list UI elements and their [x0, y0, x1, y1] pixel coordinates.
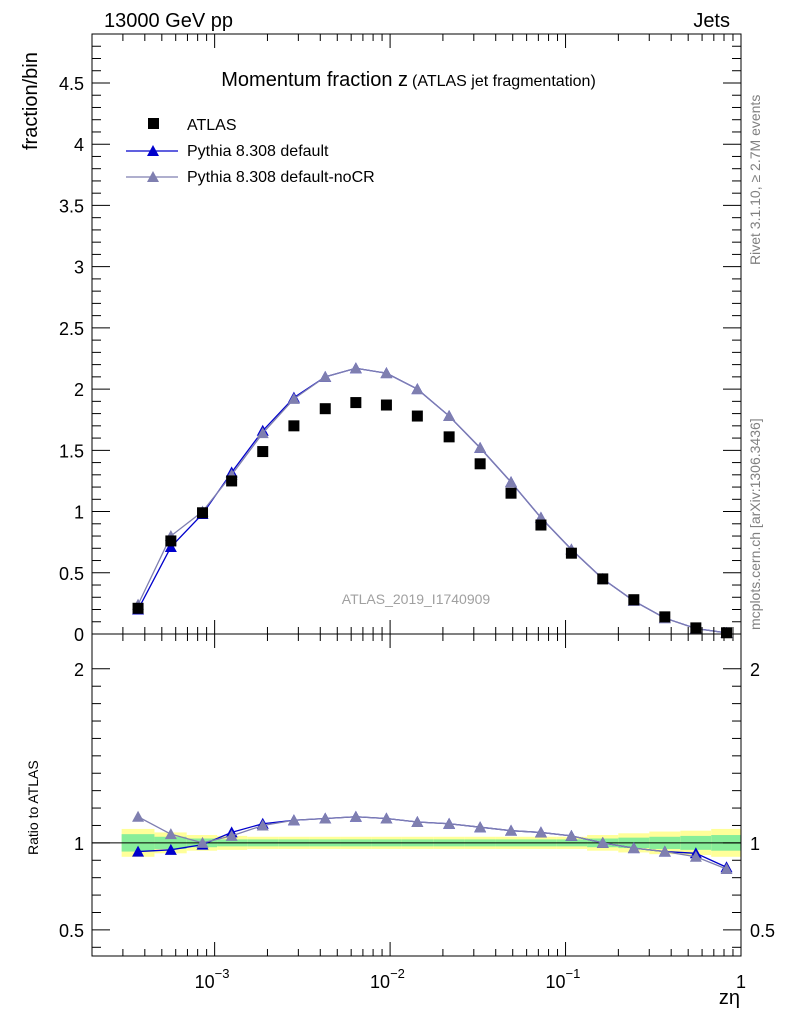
- x-tick-label-exponent: −1: [566, 966, 581, 981]
- legend-atlas-label: ATLAS: [187, 117, 237, 134]
- x-tick-label-exponent: −2: [390, 966, 405, 981]
- y-tick-label: 2.5: [59, 319, 84, 339]
- point-atlas: [319, 403, 331, 415]
- point-pythia-8-308-default-nocr: [256, 427, 269, 439]
- legend-default-label: Pythia 8.308 default: [187, 143, 329, 160]
- point-pythia-8-308-default-nocr: [474, 441, 487, 453]
- legend-nocr-label: Pythia 8.308 default-noCR: [187, 169, 375, 186]
- y-tick-label: 1.5: [59, 441, 84, 461]
- header-energy-label: 13000 GeV pp: [104, 10, 233, 32]
- source-label: mcplots.cern.ch [arXiv:1306.3436]: [747, 418, 763, 630]
- legend: ATLAS Pythia 8.308 default Pythia 8.308 …: [126, 117, 375, 186]
- ratio-point-pythia-8-308-default-nocr: [443, 817, 456, 829]
- point-atlas: [659, 611, 671, 623]
- ratio-plot-panel: 0.5 0.5 1 1 2 2 Ratio to ATLAS: [25, 633, 775, 957]
- ratio-point-pythia-8-308-default-nocr: [689, 850, 702, 862]
- ratio-point-pythia-8-308-default: [132, 845, 145, 857]
- point-atlas: [257, 446, 269, 458]
- y-tick-label: 0: [74, 625, 84, 645]
- point-atlas: [411, 410, 423, 422]
- point-pythia-8-308-default-nocr: [411, 383, 424, 395]
- ratio-point-pythia-8-308-default-nocr: [380, 812, 393, 824]
- point-atlas: [597, 573, 609, 585]
- point-atlas: [443, 431, 455, 443]
- ratio-point-pythia-8-308-default-nocr: [596, 836, 609, 848]
- watermark-label: ATLAS_2019_I1740909: [342, 591, 491, 607]
- ratio-y-tick-label-right: 1: [750, 834, 760, 854]
- ratio-point-pythia-8-308-default-nocr: [411, 815, 424, 827]
- ratio-point-pythia-8-308-default-nocr: [658, 845, 671, 857]
- point-atlas: [535, 519, 547, 531]
- legend-default-marker: [147, 145, 159, 156]
- ratio-y-tick-label: 1: [74, 834, 84, 854]
- point-pythia-8-308-default: [164, 541, 177, 553]
- ratio-point-pythia-8-308-default-nocr: [287, 814, 300, 826]
- ratio-point-pythia-8-308-default-nocr: [225, 829, 238, 841]
- ratio-y-tick-label: 2: [74, 660, 84, 680]
- ratio-y-tick-label-right: 0.5: [750, 921, 775, 941]
- x-tick-label: 10: [370, 972, 390, 992]
- ratio-y-axis-title: Ratio to ATLAS: [25, 760, 41, 855]
- point-atlas: [132, 602, 144, 614]
- y-tick-label: 1: [74, 503, 84, 523]
- ratio-point-pythia-8-308-default: [164, 843, 177, 855]
- point-atlas: [505, 487, 517, 499]
- header-jets-label: Jets: [693, 10, 730, 32]
- point-atlas: [690, 622, 702, 634]
- ratio-line-pythia-8-308-default-nocr: [137, 816, 727, 870]
- point-atlas: [628, 594, 640, 606]
- point-pythia-8-308-default-nocr: [505, 476, 518, 488]
- ratio-y-tick-label: 0.5: [59, 921, 84, 941]
- ratio-y-tick-label-right: 2: [750, 660, 760, 680]
- chart-title-sub: (ATLAS jet fragmentation): [412, 73, 596, 90]
- point-atlas: [288, 420, 300, 432]
- x-tick-label: 10: [546, 972, 566, 992]
- ratio-point-pythia-8-308-default-nocr: [627, 842, 640, 854]
- x-tick-label: 1: [736, 972, 746, 992]
- x-tick-label-exponent: −3: [215, 966, 230, 981]
- point-pythia-8-308-default-nocr: [380, 367, 393, 379]
- point-atlas: [165, 535, 177, 547]
- point-pythia-8-308-default-nocr: [349, 362, 362, 374]
- y-axis-title: fraction/bin: [20, 52, 42, 150]
- ratio-point-pythia-8-308-default-nocr: [349, 810, 362, 822]
- point-pythia-8-308-default-nocr: [319, 370, 332, 382]
- ratio-point-pythia-8-308-default-nocr: [474, 821, 487, 833]
- y-tick-label: 2: [74, 380, 84, 400]
- point-atlas: [721, 627, 733, 639]
- point-atlas: [380, 399, 392, 411]
- point-atlas: [565, 547, 577, 559]
- y-tick-label: 3: [74, 258, 84, 278]
- point-atlas: [226, 475, 238, 487]
- ratio-point-pythia-8-308-default-nocr: [720, 862, 733, 874]
- x-axis-title: zη: [719, 987, 740, 1009]
- ratio-point-pythia-8-308-default-nocr: [132, 810, 145, 822]
- point-atlas: [197, 507, 209, 519]
- point-atlas: [350, 397, 362, 409]
- point-pythia-8-308-default-nocr: [443, 410, 456, 422]
- rivet-version-label: Rivet 3.1.10, ≥ 2.7M events: [747, 95, 763, 265]
- ratio-point-pythia-8-308-default-nocr: [505, 824, 518, 836]
- point-atlas: [474, 458, 486, 470]
- x-tick-label: 10: [195, 972, 215, 992]
- point-pythia-8-308-default-nocr: [287, 392, 300, 404]
- legend-nocr-marker: [147, 171, 159, 182]
- ratio-point-pythia-8-308-default-nocr: [256, 819, 269, 831]
- y-tick-label: 0.5: [59, 564, 84, 584]
- main-plot-panel: 0 0.5 1 1.5 2 2.5 3 3.5 4 4.5 Momentum fraction z…: [20, 33, 742, 645]
- ratio-plot-frame: [91, 633, 742, 957]
- y-tick-label: 4: [74, 135, 84, 155]
- legend-atlas-marker: [148, 118, 159, 129]
- y-tick-label: 4.5: [59, 74, 84, 94]
- ratio-point-pythia-8-308-default-nocr: [164, 828, 177, 840]
- y-tick-label: 3.5: [59, 196, 84, 216]
- chart-title-main: Momentum fraction z: [221, 69, 408, 91]
- ratio-point-pythia-8-308-default-nocr: [319, 812, 332, 824]
- ratio-point-pythia-8-308-default-nocr: [196, 836, 209, 848]
- ratio-point-pythia-8-308-default-nocr: [565, 829, 578, 841]
- ratio-point-pythia-8-308-default-nocr: [534, 826, 547, 838]
